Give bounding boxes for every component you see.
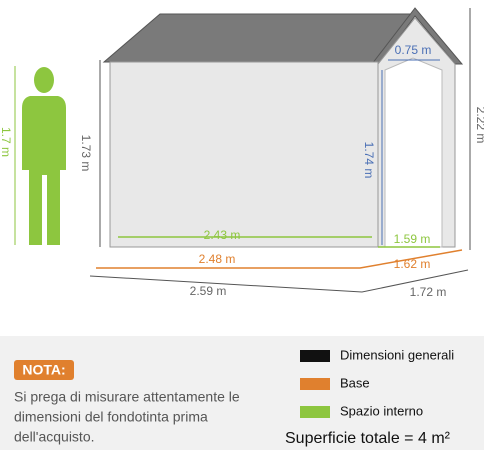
dim-label: 1.72 m	[410, 285, 447, 299]
dim-label: 2.48 m	[199, 252, 236, 266]
legend-label: Base	[340, 375, 370, 390]
dim-label: 2.59 m	[190, 284, 227, 298]
total-area: Superficie totale = 4 m²	[285, 430, 451, 447]
note-badge	[14, 360, 74, 380]
door	[384, 57, 443, 248]
side-wall	[109, 61, 379, 248]
legend-label: Dimensioni generali	[340, 347, 454, 362]
person	[22, 67, 66, 245]
info-panel	[0, 336, 484, 450]
dim-label: 2.43 m	[204, 228, 241, 242]
legend: Dimensioni generali Base Spazio interno	[300, 347, 454, 418]
note-line: dell'acquisto.	[14, 429, 95, 445]
legend-label: Spazio interno	[340, 403, 423, 418]
legend-swatch	[300, 406, 330, 418]
dim-label: 0.75 m	[395, 43, 432, 57]
note-badge-text: NOTA:	[22, 362, 65, 378]
dim-label: 1.62 m	[394, 257, 431, 271]
dim-label: 1.59 m	[394, 232, 431, 246]
dim-label: 1.7 m	[0, 127, 13, 157]
legend-swatch	[300, 378, 330, 390]
note-line: dimensioni del fondotinta prima	[14, 409, 208, 425]
note-line: Si prega di misurare attentamente le	[14, 389, 240, 405]
dim-line	[96, 249, 463, 269]
dim-line	[89, 269, 469, 293]
dim-label: 1.73 m	[79, 135, 93, 172]
legend-swatch	[300, 350, 330, 362]
dim-label: 2.22 m	[474, 107, 484, 144]
dim-label: 1.74 m	[362, 142, 376, 179]
